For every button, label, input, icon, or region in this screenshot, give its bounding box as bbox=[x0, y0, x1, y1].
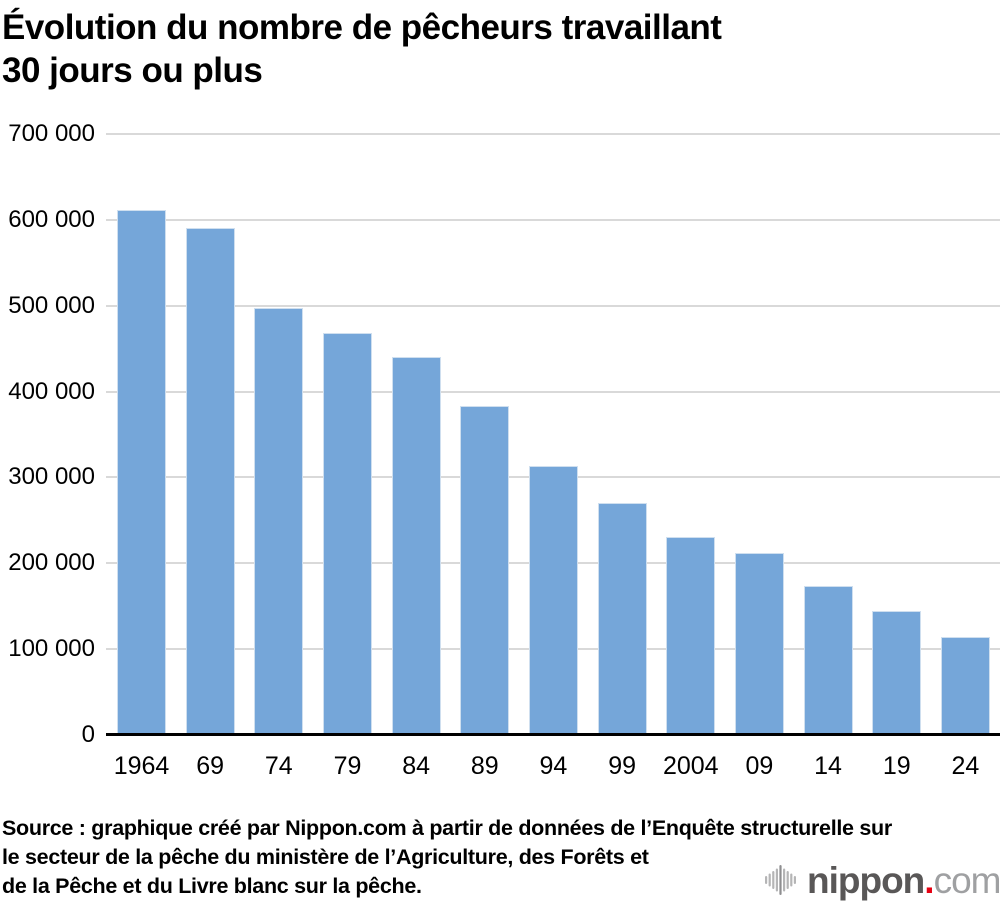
bar-09 bbox=[734, 552, 784, 735]
nippon-logo: nippon.com bbox=[764, 861, 1000, 899]
bar-99 bbox=[597, 503, 647, 735]
bar-group-14: 14 bbox=[803, 134, 853, 780]
gridline bbox=[106, 133, 1000, 135]
bar-group-74: 74 bbox=[254, 134, 304, 780]
bar-group-09: 09 bbox=[734, 134, 784, 780]
bar-group-2004: 2004 bbox=[663, 134, 719, 780]
bar-group-24: 24 bbox=[940, 134, 990, 780]
bar-14 bbox=[803, 586, 853, 735]
bar-group-84: 84 bbox=[391, 134, 441, 780]
page-title: Évolution du nombre de pêcheurs travaill… bbox=[2, 6, 722, 92]
bar-79 bbox=[322, 333, 372, 735]
x-tick-label: 19 bbox=[882, 752, 911, 780]
x-tick-label: 74 bbox=[264, 752, 293, 780]
bars-container: 1964 69 74 79 84 89 94 99 2004 09 14 19 24 bbox=[106, 134, 1000, 780]
bar-94 bbox=[528, 466, 578, 735]
source-line-2: le secteur de la pêche du ministère de l… bbox=[2, 845, 649, 869]
y-tick-label: 600 000 bbox=[8, 205, 95, 233]
x-tick-label: 24 bbox=[951, 752, 980, 780]
bar-89 bbox=[460, 406, 510, 735]
logo-tld: com bbox=[933, 859, 1000, 901]
plot-area: 700 000 600 000 500 000 400 000 300 000 200 0… bbox=[8, 120, 1000, 780]
bar-group-19: 19 bbox=[872, 134, 922, 780]
bar-84 bbox=[391, 357, 441, 735]
x-tick-label: 14 bbox=[814, 752, 842, 780]
nippon-logo-text: nippon.com bbox=[807, 862, 1000, 899]
gridline bbox=[106, 218, 1000, 221]
x-tick-label: 94 bbox=[539, 752, 568, 780]
x-axis-line bbox=[106, 733, 1000, 736]
bar-group-69: 69 bbox=[185, 134, 235, 780]
source-note: Source : graphique créé par Nippon.com à… bbox=[2, 814, 892, 901]
x-tick-label: 84 bbox=[402, 752, 431, 780]
x-tick-label: 09 bbox=[745, 752, 774, 780]
bar-group-94: 94 bbox=[528, 134, 578, 780]
x-tick-label: 2004 bbox=[662, 752, 719, 780]
logo-dot: . bbox=[924, 859, 934, 901]
bar-group-89: 89 bbox=[460, 134, 510, 780]
source-line-3: de la Pêche et du Livre blanc sur la pêc… bbox=[2, 874, 422, 898]
bar-group-99: 99 bbox=[597, 134, 647, 780]
y-tick-label: 200 000 bbox=[8, 549, 95, 577]
y-tick-label: 400 000 bbox=[8, 377, 95, 405]
bar-group-1964: 1964 bbox=[114, 134, 169, 780]
x-tick-label: 79 bbox=[333, 752, 362, 780]
logo-brand: nippon bbox=[807, 859, 925, 901]
bar-1964 bbox=[117, 209, 166, 735]
x-tick-label: 99 bbox=[608, 752, 636, 780]
title-line-2: 30 jours ou plus bbox=[2, 51, 263, 90]
bar-2004 bbox=[666, 536, 716, 735]
soundwave-icon bbox=[765, 865, 796, 895]
bar-group-79: 79 bbox=[322, 134, 372, 780]
x-tick-label: 69 bbox=[196, 752, 225, 780]
bar-19 bbox=[872, 610, 922, 735]
gridline bbox=[106, 304, 1000, 307]
y-tick-label: 500 000 bbox=[8, 291, 95, 319]
bar-69 bbox=[185, 228, 235, 735]
y-tick-label: 700 000 bbox=[8, 120, 95, 147]
gridline bbox=[106, 390, 1000, 393]
x-tick-label: 89 bbox=[470, 752, 499, 780]
y-tick-label: 0 bbox=[81, 721, 95, 748]
bar-24 bbox=[940, 637, 990, 735]
source-line-1: Source : graphique créé par Nippon.com à… bbox=[2, 816, 892, 840]
title-line-1: Évolution du nombre de pêcheurs travaill… bbox=[2, 8, 722, 47]
x-tick-label: 1964 bbox=[113, 752, 170, 780]
y-tick-label: 100 000 bbox=[8, 635, 95, 663]
bar-74 bbox=[254, 308, 304, 735]
y-tick-label: 300 000 bbox=[8, 463, 95, 491]
